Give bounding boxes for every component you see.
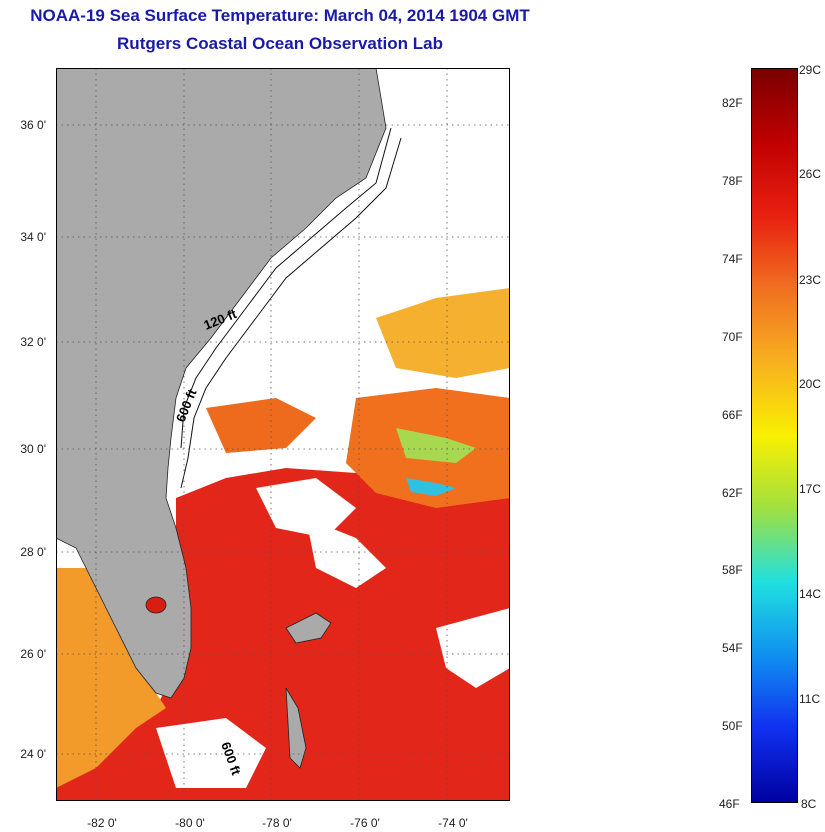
map-subtitle: Rutgers Coastal Ocean Observation Lab [117, 34, 443, 53]
lat-label: 36 0' [20, 118, 46, 132]
lat-label: 32 0' [20, 335, 46, 349]
colorbar-c-label: 11C [799, 692, 821, 706]
colorbar-c-label: 20C [799, 377, 822, 391]
colorbar-c-label: 17C [799, 482, 822, 496]
colorbar-f-label: 82F [722, 96, 743, 110]
bahamas-island-1 [285, 612, 332, 644]
lat-label: 28 0' [20, 545, 46, 559]
map-title: NOAA-19 Sea Surface Temperature: March 0… [30, 6, 530, 25]
colorbar-f-label: 74F [722, 252, 743, 266]
colorbar-c-label: 23C [799, 273, 822, 287]
sst-map: 120 ft 600 ft 600 ft [56, 68, 510, 801]
orange-water-mid [206, 398, 316, 453]
isobath-600ft [180, 137, 402, 489]
colorbar-c-label: 14C [799, 587, 822, 601]
temperature-colorbar [751, 68, 798, 803]
cloud-patch-1 [256, 478, 356, 538]
colorbar-f-label: 62F [722, 486, 743, 500]
colorbar-f-label: 58F [722, 563, 743, 577]
graticule [56, 68, 510, 801]
colorbar-f-label: 66F [722, 408, 743, 422]
colorbar-f-label: 70F [722, 330, 743, 344]
gulf-water [56, 568, 166, 788]
colorbar-f-label: 54F [722, 641, 743, 655]
colorbar-c-label: 26C [799, 167, 822, 181]
colorbar-c-label: 8C [801, 797, 817, 811]
lon-label: -82 0' [87, 816, 117, 830]
colorbar-f-label: 50F [722, 719, 743, 733]
warm-water-south [56, 468, 510, 801]
lon-label: -74 0' [438, 816, 468, 830]
cloud-patch-4 [436, 608, 510, 688]
lon-label: -76 0' [350, 816, 380, 830]
bahamas-island-2 [285, 687, 307, 769]
lat-label: 30 0' [20, 442, 46, 456]
lon-label: -80 0' [175, 816, 205, 830]
lake-okeechobee [145, 596, 167, 614]
lat-label: 24 0' [20, 747, 46, 761]
green-water-patch [396, 428, 476, 463]
lon-label: -78 0' [262, 816, 292, 830]
colorbar-f-label: 46F [719, 797, 740, 811]
lat-label: 26 0' [20, 647, 46, 661]
colorbar-f-label: 78F [722, 174, 743, 188]
lat-label: 34 0' [20, 230, 46, 244]
us-mainland [56, 68, 387, 699]
isobath-120ft [180, 127, 392, 449]
cloud-patch-2 [306, 518, 386, 588]
cloud-patch-3 [156, 718, 266, 788]
yellow-water-patch [376, 288, 510, 378]
colorbar-c-label: 29C [799, 63, 822, 77]
cyan-water-patch [406, 478, 456, 496]
